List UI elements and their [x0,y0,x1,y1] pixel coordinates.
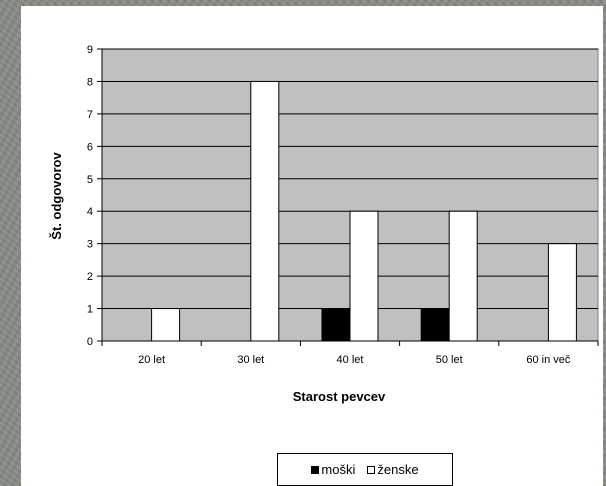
y-tick-label: 9 [87,44,93,56]
y-tick-label: 3 [87,239,93,251]
plot-area: 0 1 2 3 4 5 6 7 8 9 20 let 30 let 40 let 50 let 60 in … [87,44,599,366]
legend-item-female: ženske [367,462,419,477]
bar-female [448,210,478,342]
x-tick-label: 20 let [138,354,165,366]
y-axis-title: Št. odgovorov [49,152,64,240]
legend-swatch-male [311,465,320,474]
legend-item-male: moški [311,462,355,477]
legend-label-female: ženske [377,462,419,477]
bar-female [547,243,577,342]
bar-female [349,210,379,342]
y-tick-label: 5 [87,174,93,186]
bar-female [151,308,181,342]
x-tick-label: 30 let [237,354,264,366]
y-tick-label: 2 [87,271,93,283]
legend-swatch-female [367,465,376,474]
bar-female [250,80,280,342]
bar-chart: 0 1 2 3 4 5 6 7 8 9 20 let 30 let 40 let 50 let 60 in … [49,44,599,404]
legend-label-male: moški [321,462,356,477]
y-tick-label: 0 [87,336,93,348]
chart-card: 0 1 2 3 4 5 6 7 8 9 20 let 30 let 40 let 50 let 60 in … [21,6,603,486]
bar-male [420,308,450,342]
y-tick-label: 4 [87,206,93,218]
y-tick-label: 8 [87,76,93,88]
y-tick-label: 7 [87,109,93,121]
legend: moški ženske [277,453,453,486]
x-axis-title: Starost pevcev [293,389,386,404]
y-tick-label: 6 [87,141,93,153]
y-tick-label: 1 [87,304,93,316]
x-tick-label: 40 let [337,354,364,366]
x-tick-label: 60 in več [526,354,571,366]
bar-male [321,308,351,342]
x-tick-label: 50 let [436,354,463,366]
